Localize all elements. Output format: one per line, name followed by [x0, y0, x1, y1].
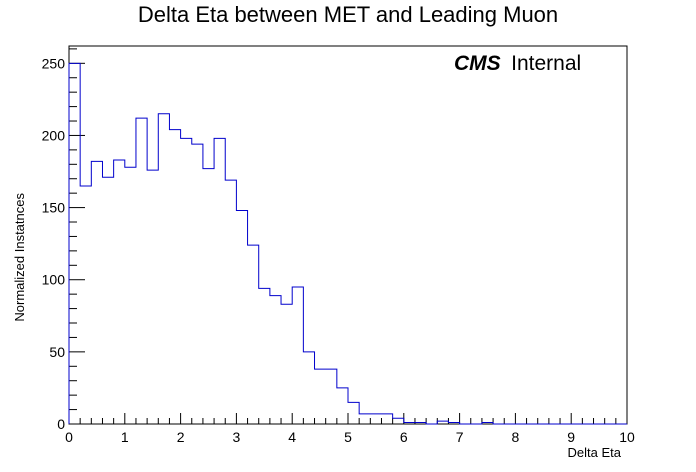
histogram-bin [270, 296, 281, 424]
cms-label: CMS [454, 52, 501, 75]
histogram-bin [147, 170, 158, 424]
histogram-bin [136, 118, 147, 424]
x-tick-label: 0 [65, 429, 73, 445]
histogram-bin [102, 177, 113, 424]
x-tick-label: 8 [512, 429, 520, 445]
histogram-bin [192, 144, 203, 424]
histogram-bin [225, 180, 236, 424]
histogram-bin [114, 160, 125, 424]
histogram-bin [448, 423, 459, 424]
chart-title: Delta Eta between MET and Leading Muon [138, 2, 558, 27]
x-tick-label: 3 [233, 429, 241, 445]
y-tick-label: 50 [49, 344, 65, 360]
histogram-bin [437, 421, 448, 424]
histogram-bin [292, 287, 303, 424]
histogram-bin [91, 161, 102, 424]
histogram-bin [303, 352, 314, 424]
histogram-bin [281, 304, 292, 424]
histogram-bin [80, 186, 91, 424]
histogram-bin [415, 423, 426, 424]
x-tick-label: 4 [288, 429, 296, 445]
y-tick-labels: 0 50 100 150 200 250 [42, 55, 66, 432]
histogram-bins [69, 63, 493, 424]
y-axis-label: Normalized Instatnces [12, 193, 27, 322]
histogram-bin [69, 63, 80, 424]
histogram-bin [315, 369, 326, 424]
x-tick-label: 7 [456, 429, 464, 445]
histogram-bin [381, 414, 392, 424]
y-tick-label: 0 [57, 416, 65, 432]
cms-watermark: CMS Internal [454, 52, 581, 75]
histogram-bin [482, 423, 493, 424]
y-tick-label: 100 [42, 272, 66, 288]
histogram-bin [158, 114, 169, 424]
x-tick-label: 2 [177, 429, 185, 445]
histogram-bin [359, 414, 370, 424]
x-tick-label: 6 [400, 429, 408, 445]
histogram-bin [169, 130, 180, 424]
histogram-bin [393, 418, 404, 424]
y-tick-label: 150 [42, 200, 66, 216]
x-axis-label: Delta Eta [568, 445, 622, 460]
axis-ticks [68, 48, 628, 425]
histogram-bin [326, 369, 337, 424]
histogram-bin [181, 138, 192, 424]
histogram-line [68, 62, 627, 425]
x-tick-labels: 0 1 2 3 4 5 6 7 8 9 10 [65, 429, 635, 445]
y-tick-label: 250 [42, 55, 66, 71]
histogram-bin [348, 402, 359, 424]
histogram-bin [248, 245, 259, 424]
x-tick-label: 9 [567, 429, 575, 445]
internal-label: Internal [511, 52, 581, 75]
x-tick-label: 1 [121, 429, 129, 445]
histogram-bin [370, 414, 381, 424]
histogram-bin [236, 210, 247, 424]
y-tick-label: 200 [42, 127, 66, 143]
histogram-bin [404, 423, 415, 424]
x-tick-label: 5 [344, 429, 352, 445]
histogram-bin [203, 169, 214, 424]
histogram-bin [125, 167, 136, 424]
histogram-bin [259, 288, 270, 424]
x-tick-label: 10 [619, 429, 635, 445]
histogram-bin [214, 138, 225, 424]
histogram-bin [337, 388, 348, 424]
